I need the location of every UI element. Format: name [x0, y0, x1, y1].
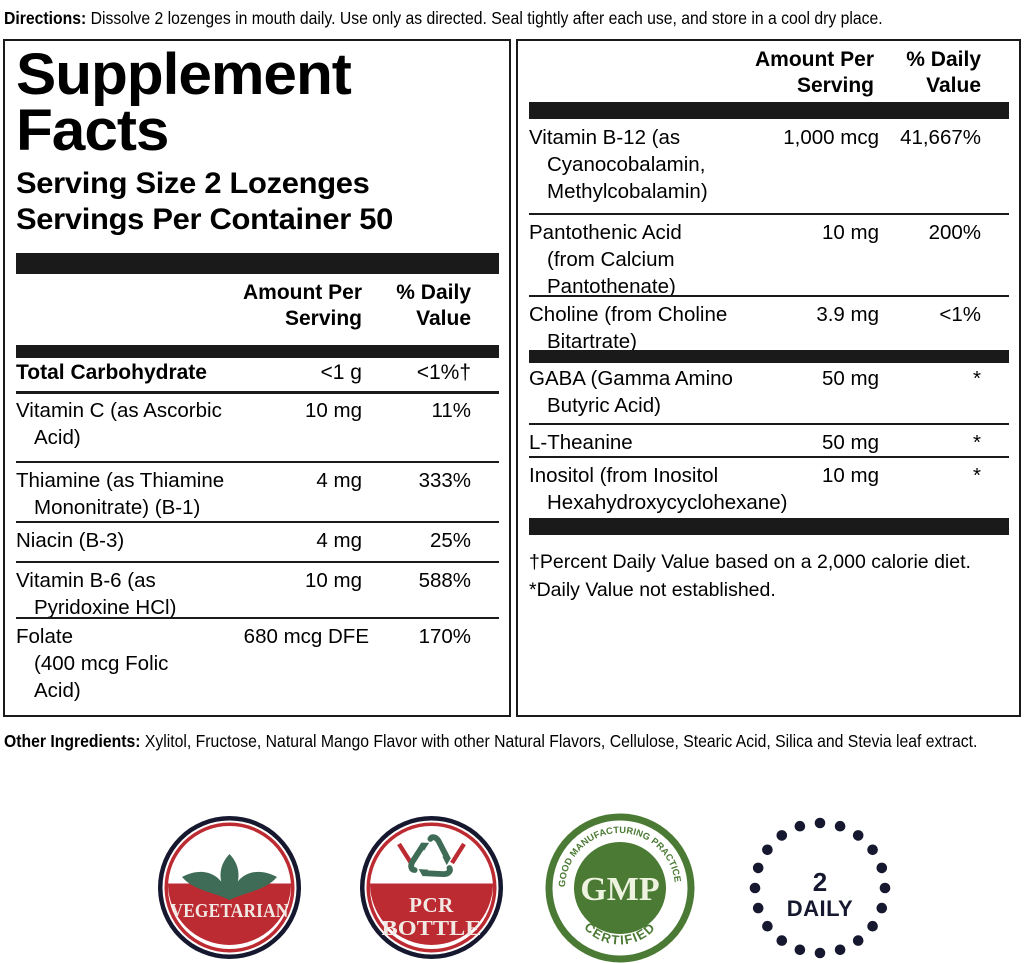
svg-text:VEGETARIAN: VEGETARIAN	[171, 901, 289, 922]
svg-text:BOTTLE: BOTTLE	[382, 916, 482, 940]
svg-text:DAILY: DAILY	[787, 896, 853, 921]
svg-text:2: 2	[813, 867, 827, 897]
svg-text:PCR: PCR	[409, 893, 454, 917]
svg-text:GMP: GMP	[580, 871, 659, 908]
